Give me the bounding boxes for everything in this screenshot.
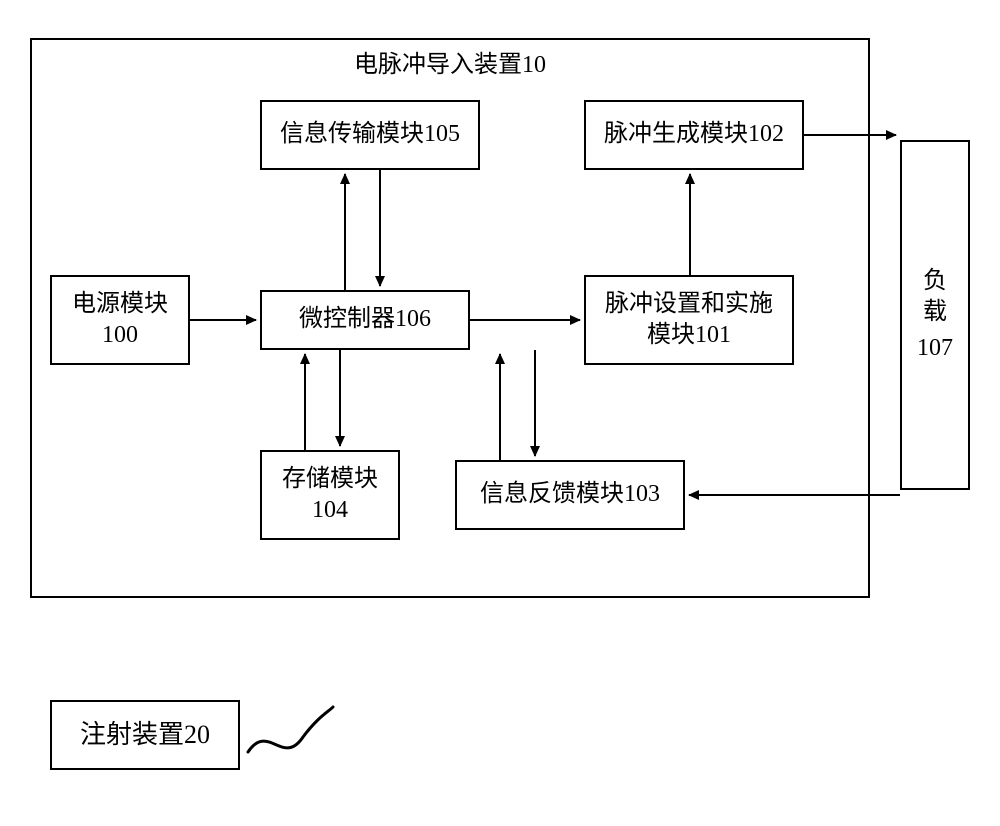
info-transmit-box: 信息传输模块105 bbox=[260, 100, 480, 170]
pulse-set-label-2: 模块101 bbox=[647, 320, 731, 351]
info-transmit-label: 信息传输模块105 bbox=[280, 119, 460, 150]
diagram-canvas: 电脉冲导入装置10 信息传输模块105 脉冲生成模块102 电源模块 100 微… bbox=[0, 0, 1000, 826]
feedback-label: 信息反馈模块103 bbox=[480, 479, 660, 510]
squiggle-icon bbox=[248, 707, 333, 752]
power-box: 电源模块 100 bbox=[50, 275, 190, 365]
outer-title: 电脉冲导入装置10 bbox=[32, 50, 868, 81]
mcu-label: 微控制器106 bbox=[299, 304, 431, 335]
storage-label-1: 存储模块 bbox=[282, 464, 378, 495]
inject-box: 注射装置20 bbox=[50, 700, 240, 770]
load-label-1: 负 bbox=[923, 266, 947, 297]
storage-label-2: 104 bbox=[312, 495, 348, 526]
pulse-set-label-1: 脉冲设置和实施 bbox=[605, 289, 773, 320]
mcu-box: 微控制器106 bbox=[260, 290, 470, 350]
pulse-gen-label: 脉冲生成模块102 bbox=[604, 119, 784, 150]
storage-box: 存储模块 104 bbox=[260, 450, 400, 540]
load-box: 负 载 107 bbox=[900, 140, 970, 490]
feedback-box: 信息反馈模块103 bbox=[455, 460, 685, 530]
power-label-2: 100 bbox=[102, 320, 138, 351]
pulse-gen-box: 脉冲生成模块102 bbox=[584, 100, 804, 170]
load-label-2: 载 bbox=[923, 297, 947, 328]
power-label-1: 电源模块 bbox=[72, 289, 168, 320]
load-label-3: 107 bbox=[917, 333, 953, 364]
inject-label: 注射装置20 bbox=[80, 718, 210, 752]
pulse-set-box: 脉冲设置和实施 模块101 bbox=[584, 275, 794, 365]
